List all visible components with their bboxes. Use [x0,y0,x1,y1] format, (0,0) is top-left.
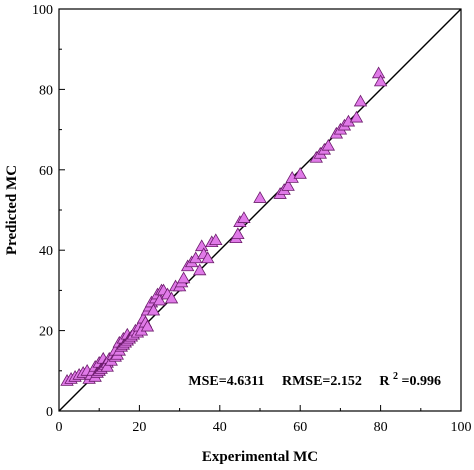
r2-prefix: R [379,374,390,389]
mse-label: MSE=4.6311 [188,374,264,389]
data-point [146,303,161,316]
data-point [237,211,251,223]
data-point [152,293,167,306]
data-point [349,110,364,123]
r2-superscript: 2 [393,371,398,382]
x-tick-label: 80 [374,420,388,435]
data-point [253,191,267,203]
data-point [371,66,386,79]
rmse-label: RMSE=2.152 [282,374,362,389]
points-layer [60,66,388,386]
y-tick-label: 20 [39,325,53,340]
y-axis-title: Predicted MC [4,165,20,255]
stats-annotation: MSE=4.6311 RMSE=2.152 R 2 =0.996 [188,368,441,389]
data-point [201,251,215,264]
data-point [281,179,295,191]
data-point [321,138,336,151]
x-tick-label: 100 [451,420,472,435]
plot-frame [58,8,462,412]
x-tick-label: 60 [293,420,307,435]
y-tick-label: 40 [39,244,53,259]
data-point [353,94,368,107]
ticks-layer: 0 20 40 60 80 100 0 20 40 60 80 100 [32,3,472,435]
data-point [195,239,209,252]
data-point [176,271,191,284]
data-point [373,74,388,87]
data-point [140,319,155,332]
data-point [100,359,114,372]
x-tick-label: 0 [56,420,63,435]
data-point [164,291,179,304]
y-tick-label: 100 [32,3,53,18]
y-tick-label: 80 [39,83,53,98]
data-point [209,233,223,246]
x-axis-title: Experimental MC [202,449,318,465]
data-point [193,263,207,276]
data-point [293,167,307,179]
data-point [231,227,245,240]
y-tick-label: 0 [46,405,53,420]
y-tick-label: 60 [39,164,53,179]
x-tick-label: 40 [213,420,227,435]
x-tick-label: 20 [132,420,146,435]
r2-value: =0.996 [402,374,441,389]
